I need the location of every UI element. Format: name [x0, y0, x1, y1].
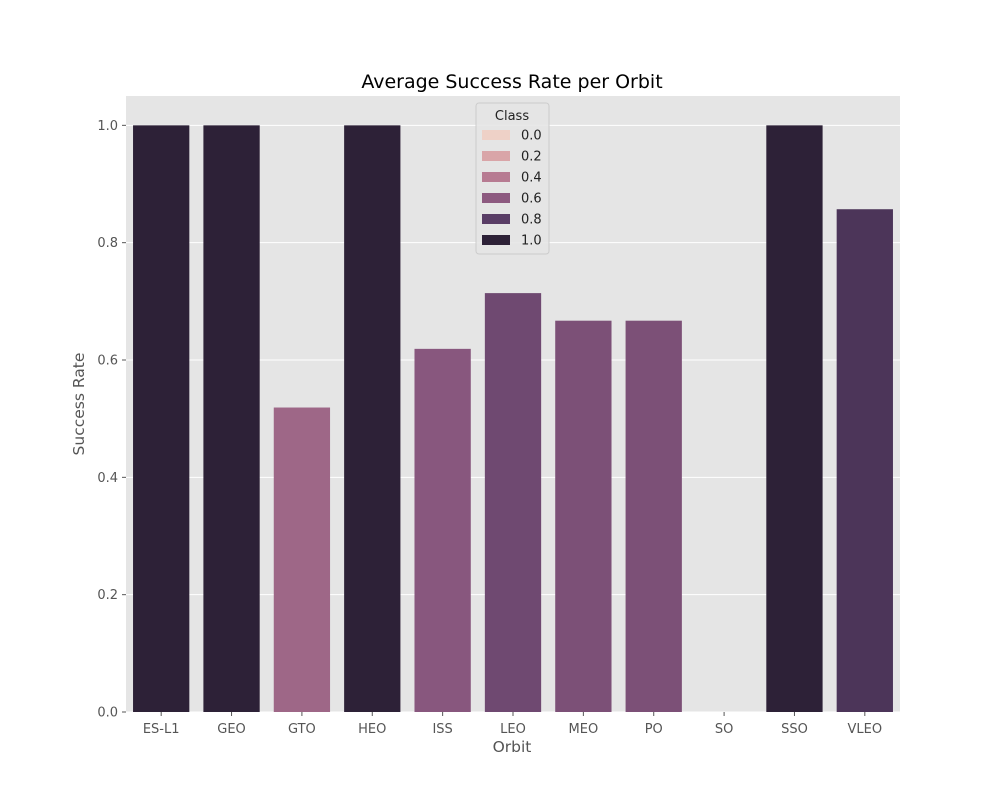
bar-meo: [555, 320, 612, 712]
legend-label: 0.6: [521, 192, 542, 207]
x-tick-label: GTO: [288, 722, 316, 737]
x-tick-label: SO: [715, 722, 733, 737]
legend-label: 0.4: [521, 171, 542, 186]
legend-swatch: [482, 235, 510, 245]
legend-swatch: [482, 130, 510, 140]
bar-leo: [484, 293, 542, 712]
bar-gto: [273, 407, 331, 712]
legend-swatch: [482, 151, 510, 161]
y-tick-label: 0.6: [97, 354, 118, 369]
legend-label: 0.8: [521, 213, 542, 228]
legend-label: 1.0: [521, 234, 542, 249]
chart-title: Average Success Rate per Orbit: [361, 71, 662, 93]
x-tick-label: SSO: [781, 722, 808, 737]
y-tick-label: 0.0: [97, 706, 118, 721]
bar-sso: [766, 125, 823, 713]
x-axis-label: Orbit: [493, 738, 532, 756]
legend-label: 0.2: [521, 150, 542, 165]
legend: Class 0.0 0.2 0.4 0.6 0.8 1.0: [475, 102, 550, 255]
x-tick-label: PO: [645, 722, 663, 737]
legend-swatch: [482, 214, 510, 224]
x-tick-label: MEO: [569, 722, 599, 737]
legend-swatch: [482, 193, 510, 203]
y-tick-label: 0.8: [97, 236, 118, 251]
y-tick-label: 1.0: [97, 119, 118, 134]
legend-swatch: [482, 172, 510, 182]
bar-es-l1: [133, 125, 190, 713]
bars: [133, 125, 893, 713]
x-tick-label: ES-L1: [143, 722, 180, 737]
y-tick-label: 0.4: [97, 471, 118, 486]
bar-heo: [344, 125, 401, 713]
y-tick-label: 0.2: [97, 588, 118, 603]
x-ticks: ES-L1 GEO GTO HEO ISS LEO MEO PO SO SSO VLEO: [143, 712, 882, 737]
x-tick-label: HEO: [358, 722, 386, 737]
x-tick-label: LEO: [500, 722, 526, 737]
bar-vleo: [836, 209, 893, 712]
bar-po: [625, 320, 682, 712]
x-tick-label: GEO: [217, 722, 246, 737]
x-tick-label: ISS: [432, 722, 452, 737]
y-ticks: 0.0 0.2 0.4 0.6 0.8 1.0: [97, 119, 126, 721]
bar-iss: [414, 348, 471, 712]
x-tick-label: VLEO: [848, 722, 883, 737]
y-axis-label: Success Rate: [70, 353, 88, 456]
bar-geo: [203, 125, 260, 713]
legend-title: Class: [495, 109, 529, 124]
legend-label: 0.0: [521, 129, 542, 144]
